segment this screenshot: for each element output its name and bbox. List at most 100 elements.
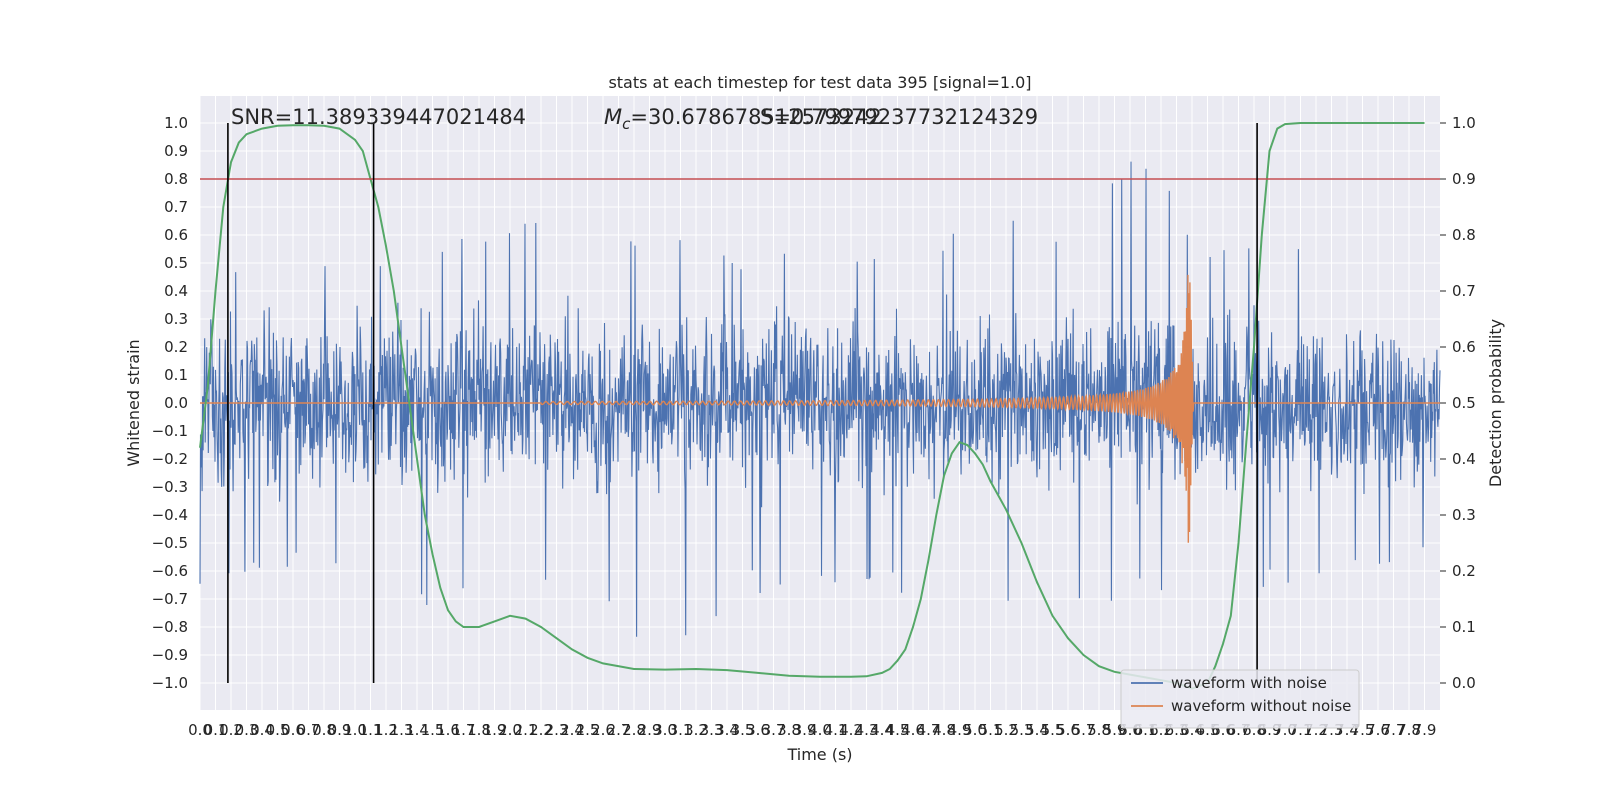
x-tick-label: 5.1 bbox=[979, 721, 1003, 739]
x-tick-label: 4.2 bbox=[839, 721, 863, 739]
x-tick-label: 7.9 bbox=[1413, 721, 1437, 739]
y-tick-label-left: −0.6 bbox=[152, 562, 188, 580]
y-axis-label-left: Whitened strain bbox=[124, 339, 143, 466]
x-tick-label: 7.8 bbox=[1397, 721, 1421, 739]
series-waveform-with-noise bbox=[199, 161, 1441, 637]
x-tick-label: 4.5 bbox=[886, 721, 910, 739]
x-tick-label: 0.9 bbox=[328, 721, 352, 739]
y-tick-label-right: 0.9 bbox=[1452, 170, 1476, 188]
y-tick-label-right: 1.0 bbox=[1452, 114, 1476, 132]
x-tick-label: 3.6 bbox=[746, 721, 770, 739]
x-tick-label: 0.0 bbox=[188, 721, 212, 739]
y-tick-label-left: 0.9 bbox=[164, 142, 188, 160]
mc-subscript: c bbox=[622, 115, 631, 133]
x-tick-label: 3.0 bbox=[653, 721, 677, 739]
legend: waveform with noise waveform without noi… bbox=[1120, 669, 1360, 729]
noise-waveform-line bbox=[199, 161, 1441, 637]
chart-title: stats at each timestep for test data 395… bbox=[608, 73, 1031, 92]
clean-waveform-line bbox=[200, 274, 1440, 543]
y-tick-label-right: 0.3 bbox=[1452, 506, 1476, 524]
y-tick-label-left: −0.9 bbox=[152, 646, 188, 664]
x-tick-label: 3.4 bbox=[715, 721, 739, 739]
x-tick-label: 4.3 bbox=[855, 721, 879, 739]
x-tick-label: 1.5 bbox=[421, 721, 445, 739]
y-tick-label-left: 0.6 bbox=[164, 226, 188, 244]
x-tick-label: 4.1 bbox=[824, 721, 848, 739]
x-tick-label: 2.4 bbox=[560, 721, 584, 739]
y-tick-label-left: −1.0 bbox=[152, 674, 188, 692]
x-tick-label: 2.7 bbox=[607, 721, 631, 739]
y-tick-label-left: 0.2 bbox=[164, 338, 188, 356]
x-tick-label: 5.5 bbox=[1041, 721, 1065, 739]
x-tick-label: 1.7 bbox=[452, 721, 476, 739]
legend-label-noise: waveform with noise bbox=[1171, 674, 1327, 692]
x-tick-label: 0.7 bbox=[297, 721, 321, 739]
x-tick-label: 0.4 bbox=[250, 721, 274, 739]
y-tick-label-left: −0.4 bbox=[152, 506, 188, 524]
x-tick-label: 2.2 bbox=[529, 721, 553, 739]
x-tick-label: 5.8 bbox=[1087, 721, 1111, 739]
y-tick-label-right: 0.1 bbox=[1452, 618, 1476, 636]
mc-annotation: Mc=30.678678512573242 bbox=[604, 105, 882, 133]
x-tick-label: 1.1 bbox=[359, 721, 383, 739]
legend-box bbox=[1120, 669, 1360, 729]
y-tick-label-right: 0.4 bbox=[1452, 450, 1476, 468]
snr-annotation: SNR=11.389339447021484 bbox=[231, 105, 526, 129]
x-tick-label: 1.6 bbox=[436, 721, 460, 739]
x-tick-label: 4.0 bbox=[808, 721, 832, 739]
y-tick-label-left: −0.7 bbox=[152, 590, 188, 608]
x-tick-label: 2.5 bbox=[576, 721, 600, 739]
x-tick-label: 5.2 bbox=[994, 721, 1018, 739]
x-tick-label: 4.8 bbox=[932, 721, 956, 739]
x-tick-label: 1.3 bbox=[390, 721, 414, 739]
mc-value: =30.678678512573242 bbox=[630, 105, 881, 129]
x-tick-label: 1.0 bbox=[343, 721, 367, 739]
x-tick-label: 0.2 bbox=[219, 721, 243, 739]
x-tick-label: 3.1 bbox=[669, 721, 693, 739]
x-tick-label: 5.6 bbox=[1056, 721, 1080, 739]
x-tick-label: 2.9 bbox=[638, 721, 662, 739]
x-tick-label: 1.9 bbox=[483, 721, 507, 739]
x-tick-label: 1.2 bbox=[374, 721, 398, 739]
s-annotation: S=0.7997923773212432​9 bbox=[760, 105, 1038, 129]
x-tick-label: 5.7 bbox=[1072, 721, 1096, 739]
y-tick-label-left: −0.1 bbox=[152, 422, 188, 440]
y-axis-label-right: Detection probability bbox=[1486, 319, 1505, 487]
x-tick-label: 3.5 bbox=[731, 721, 755, 739]
x-tick-label: 1.4 bbox=[405, 721, 429, 739]
x-tick-label: 3.3 bbox=[700, 721, 724, 739]
y-tick-label-left: 0.0 bbox=[164, 394, 188, 412]
series-waveform-without-noise bbox=[200, 274, 1440, 543]
y-tick-label-right: 0.6 bbox=[1452, 338, 1476, 356]
y-tick-label-left: 0.8 bbox=[164, 170, 188, 188]
x-tick-label: 2.0 bbox=[498, 721, 522, 739]
x-tick-label: 3.8 bbox=[777, 721, 801, 739]
y-tick-label-right: 0.8 bbox=[1452, 226, 1476, 244]
x-tick-label: 2.8 bbox=[622, 721, 646, 739]
x-tick-label: 4.9 bbox=[948, 721, 972, 739]
x-tick-label: 2.3 bbox=[545, 721, 569, 739]
mc-symbol: M bbox=[604, 105, 622, 129]
x-tick-label: 0.6 bbox=[281, 721, 305, 739]
y-tick-label-left: 0.5 bbox=[164, 254, 188, 272]
y-tick-label-right: 0.7 bbox=[1452, 282, 1476, 300]
x-tick-label: 0.8 bbox=[312, 721, 336, 739]
x-tick-label: 4.6 bbox=[901, 721, 925, 739]
x-tick-label: 5.4 bbox=[1025, 721, 1049, 739]
x-tick-label: 3.2 bbox=[684, 721, 708, 739]
y-tick-label-right: 0.0 bbox=[1452, 674, 1476, 692]
y-tick-label-left: −0.5 bbox=[152, 534, 188, 552]
x-tick-label: 3.7 bbox=[762, 721, 786, 739]
x-tick-label: 5.9 bbox=[1103, 721, 1127, 739]
x-tick-label: 0.1 bbox=[204, 721, 228, 739]
x-tick-label: 0.3 bbox=[235, 721, 259, 739]
x-tick-label: 4.4 bbox=[870, 721, 894, 739]
x-axis-label: Time (s) bbox=[786, 745, 852, 764]
x-tick-label: 4.7 bbox=[917, 721, 941, 739]
x-tick-label: 5.3 bbox=[1010, 721, 1034, 739]
x-tick-label: 2.1 bbox=[514, 721, 538, 739]
y-tick-label-left: 1.0 bbox=[164, 114, 188, 132]
x-tick-label: 7.6 bbox=[1366, 721, 1390, 739]
x-tick-label: 7.7 bbox=[1382, 721, 1406, 739]
